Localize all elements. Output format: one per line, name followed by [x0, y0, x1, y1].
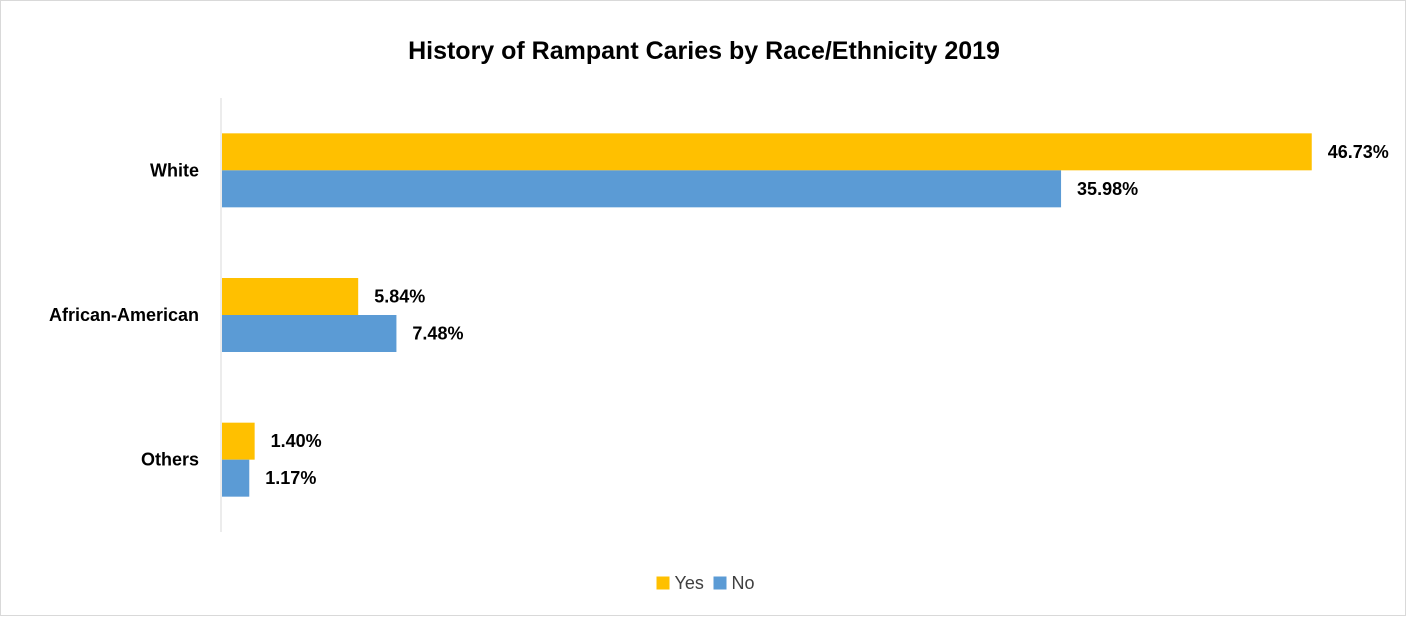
bar-others-no — [222, 459, 250, 497]
bar-others-yes — [222, 422, 255, 460]
data-label-others-no: 1.17% — [265, 468, 316, 488]
bars-layer — [222, 133, 1312, 497]
legend-swatch-no — [713, 576, 727, 590]
category-label-white: White — [150, 160, 199, 180]
data-label-african-american-no: 7.48% — [412, 324, 463, 344]
data-label-white-no: 35.98% — [1077, 179, 1138, 199]
data-label-others-yes: 1.40% — [271, 431, 322, 451]
chart-title: History of Rampant Caries by Race/Ethnic… — [408, 37, 1000, 65]
legend-swatch-yes — [656, 576, 670, 590]
labels-layer: White 46.73% 35.98% African-American 5.84% 7.… — [49, 142, 1389, 488]
bar-african-american-no — [222, 315, 397, 352]
bar-white-no — [222, 170, 1062, 208]
bar-african-american-yes — [222, 278, 359, 315]
legend-label-yes: Yes — [675, 573, 704, 593]
data-label-white-yes: 46.73% — [1328, 142, 1389, 162]
legend-label-no: No — [732, 573, 755, 593]
data-label-african-american-yes: 5.84% — [374, 287, 425, 307]
legend: Yes No — [656, 573, 755, 593]
category-label-african-american: African-American — [49, 305, 199, 325]
bar-white-yes — [222, 133, 1312, 171]
category-label-others: Others — [141, 450, 199, 470]
